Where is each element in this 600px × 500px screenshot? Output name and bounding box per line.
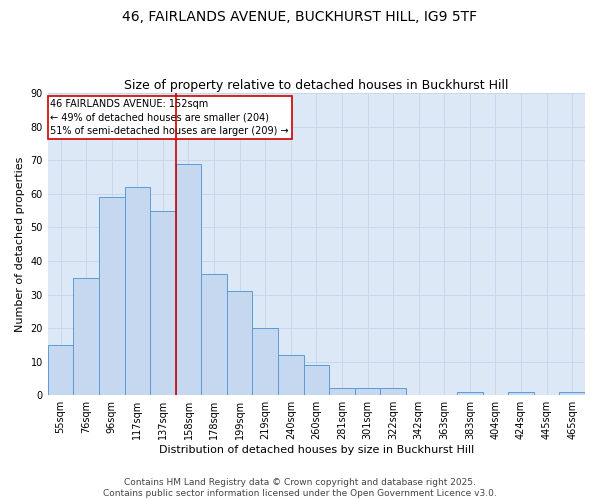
X-axis label: Distribution of detached houses by size in Buckhurst Hill: Distribution of detached houses by size … xyxy=(159,445,474,455)
Text: 46, FAIRLANDS AVENUE, BUCKHURST HILL, IG9 5TF: 46, FAIRLANDS AVENUE, BUCKHURST HILL, IG… xyxy=(122,10,478,24)
Bar xyxy=(355,388,380,395)
Bar xyxy=(457,392,482,395)
Y-axis label: Number of detached properties: Number of detached properties xyxy=(15,156,25,332)
Bar xyxy=(176,164,201,395)
Bar xyxy=(329,388,355,395)
Bar xyxy=(99,197,125,395)
Text: 46 FAIRLANDS AVENUE: 152sqm
← 49% of detached houses are smaller (204)
51% of se: 46 FAIRLANDS AVENUE: 152sqm ← 49% of det… xyxy=(50,99,289,136)
Bar xyxy=(150,210,176,395)
Text: Contains HM Land Registry data © Crown copyright and database right 2025.
Contai: Contains HM Land Registry data © Crown c… xyxy=(103,478,497,498)
Bar xyxy=(278,355,304,395)
Bar xyxy=(253,328,278,395)
Bar xyxy=(48,345,73,395)
Bar xyxy=(73,278,99,395)
Bar xyxy=(380,388,406,395)
Bar xyxy=(125,187,150,395)
Title: Size of property relative to detached houses in Buckhurst Hill: Size of property relative to detached ho… xyxy=(124,79,509,92)
Bar xyxy=(227,291,253,395)
Bar xyxy=(201,274,227,395)
Bar xyxy=(508,392,534,395)
Bar xyxy=(559,392,585,395)
Bar xyxy=(304,365,329,395)
